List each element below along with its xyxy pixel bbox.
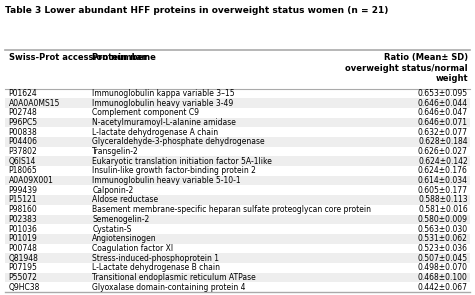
Text: Q81948: Q81948 [9, 254, 38, 263]
Text: P55072: P55072 [9, 273, 38, 282]
Text: P04406: P04406 [9, 137, 38, 146]
Text: Immunoglobulin heavy variable 5-10-1: Immunoglobulin heavy variable 5-10-1 [92, 176, 241, 185]
Text: P15121: P15121 [9, 196, 37, 204]
Text: Ratio (Mean± SD)
overweight status/normal
weight: Ratio (Mean± SD) overweight status/norma… [345, 53, 468, 83]
Text: P01019: P01019 [9, 234, 38, 243]
Text: P99439: P99439 [9, 186, 38, 195]
Text: 0.588±0.113: 0.588±0.113 [418, 196, 468, 204]
Text: 0.614±0.034: 0.614±0.034 [418, 176, 468, 185]
Text: 0.624±0.142: 0.624±0.142 [418, 157, 468, 166]
Text: Immunoglobulin heavy variable 3-49: Immunoglobulin heavy variable 3-49 [92, 99, 234, 108]
Text: Glyceraldehyde-3-phosphate dehydrogenase: Glyceraldehyde-3-phosphate dehydrogenase [92, 137, 265, 146]
Text: Aldose reductase: Aldose reductase [92, 196, 159, 204]
Text: N-acetylmuramoyl-L-alanine amidase: N-acetylmuramoyl-L-alanine amidase [92, 118, 236, 127]
Text: A0A0A0MS15: A0A0A0MS15 [9, 99, 60, 108]
Text: Glyoxalase domain-containing protein 4: Glyoxalase domain-containing protein 4 [92, 283, 246, 292]
Text: 0.628±0.184: 0.628±0.184 [418, 137, 468, 146]
Text: Transitional endoplasmic reticulum ATPase: Transitional endoplasmic reticulum ATPas… [92, 273, 256, 282]
Text: Semenogelin-2: Semenogelin-2 [92, 215, 150, 224]
Text: L-lactate dehydrogenase A chain: L-lactate dehydrogenase A chain [92, 128, 218, 137]
Text: Q6IS14: Q6IS14 [9, 157, 36, 166]
Text: 0.468±0.100: 0.468±0.100 [418, 273, 468, 282]
Text: P07195: P07195 [9, 263, 38, 272]
Text: 0.646±0.047: 0.646±0.047 [418, 108, 468, 117]
Text: Protein name: Protein name [92, 53, 156, 62]
Text: 0.646±0.071: 0.646±0.071 [418, 118, 468, 127]
Text: 0.653±0.095: 0.653±0.095 [418, 89, 468, 98]
Text: Coagulation factor XI: Coagulation factor XI [92, 244, 173, 253]
Text: Calponin-2: Calponin-2 [92, 186, 133, 195]
Text: P98160: P98160 [9, 205, 38, 214]
Text: Transgelin-2: Transgelin-2 [92, 147, 139, 156]
Text: P00838: P00838 [9, 128, 38, 137]
Text: 0.498±0.070: 0.498±0.070 [418, 263, 468, 272]
Text: 0.581±0.016: 0.581±0.016 [418, 205, 468, 214]
Text: P01624: P01624 [9, 89, 38, 98]
Text: 0.580±0.009: 0.580±0.009 [418, 215, 468, 224]
Text: P18065: P18065 [9, 166, 38, 176]
Text: P96PC5: P96PC5 [9, 118, 38, 127]
Text: 0.626±0.027: 0.626±0.027 [418, 147, 468, 156]
Text: P02748: P02748 [9, 108, 38, 117]
Text: P01036: P01036 [9, 224, 38, 234]
Text: 0.442±0.067: 0.442±0.067 [418, 283, 468, 292]
Text: Immunoglobulin kappa variable 3–15: Immunoglobulin kappa variable 3–15 [92, 89, 235, 98]
Text: 0.507±0.045: 0.507±0.045 [418, 254, 468, 263]
Text: 0.605±0.177: 0.605±0.177 [418, 186, 468, 195]
Text: L-Lactate dehydrogenase B chain: L-Lactate dehydrogenase B chain [92, 263, 220, 272]
Text: Swiss-Prot accession number: Swiss-Prot accession number [9, 53, 147, 62]
Text: P00748: P00748 [9, 244, 38, 253]
Text: Insulin-like growth factor-binding protein 2: Insulin-like growth factor-binding prote… [92, 166, 256, 176]
Text: Angiotensinogen: Angiotensinogen [92, 234, 157, 243]
Text: Table 3 Lower abundant HFF proteins in overweight status women (n = 21): Table 3 Lower abundant HFF proteins in o… [5, 6, 388, 15]
Text: 0.563±0.030: 0.563±0.030 [418, 224, 468, 234]
Text: Basement membrane-specific heparan sulfate proteoglycan core protein: Basement membrane-specific heparan sulfa… [92, 205, 371, 214]
Text: Complement component C9: Complement component C9 [92, 108, 200, 117]
Text: P37802: P37802 [9, 147, 38, 156]
Text: 0.523±0.036: 0.523±0.036 [418, 244, 468, 253]
Text: Stress-induced-phosphoprotein 1: Stress-induced-phosphoprotein 1 [92, 254, 219, 263]
Text: P02383: P02383 [9, 215, 38, 224]
Text: 0.531±0.062: 0.531±0.062 [418, 234, 468, 243]
Text: Cystatin-S: Cystatin-S [92, 224, 132, 234]
Text: 0.624±0.176: 0.624±0.176 [418, 166, 468, 176]
Text: Q9HC38: Q9HC38 [9, 283, 40, 292]
Text: 0.632±0.077: 0.632±0.077 [418, 128, 468, 137]
Text: Eukaryotic translation initiation factor 5A-1like: Eukaryotic translation initiation factor… [92, 157, 272, 166]
Text: A0A09X001: A0A09X001 [9, 176, 53, 185]
Text: 0.646±0.044: 0.646±0.044 [418, 99, 468, 108]
